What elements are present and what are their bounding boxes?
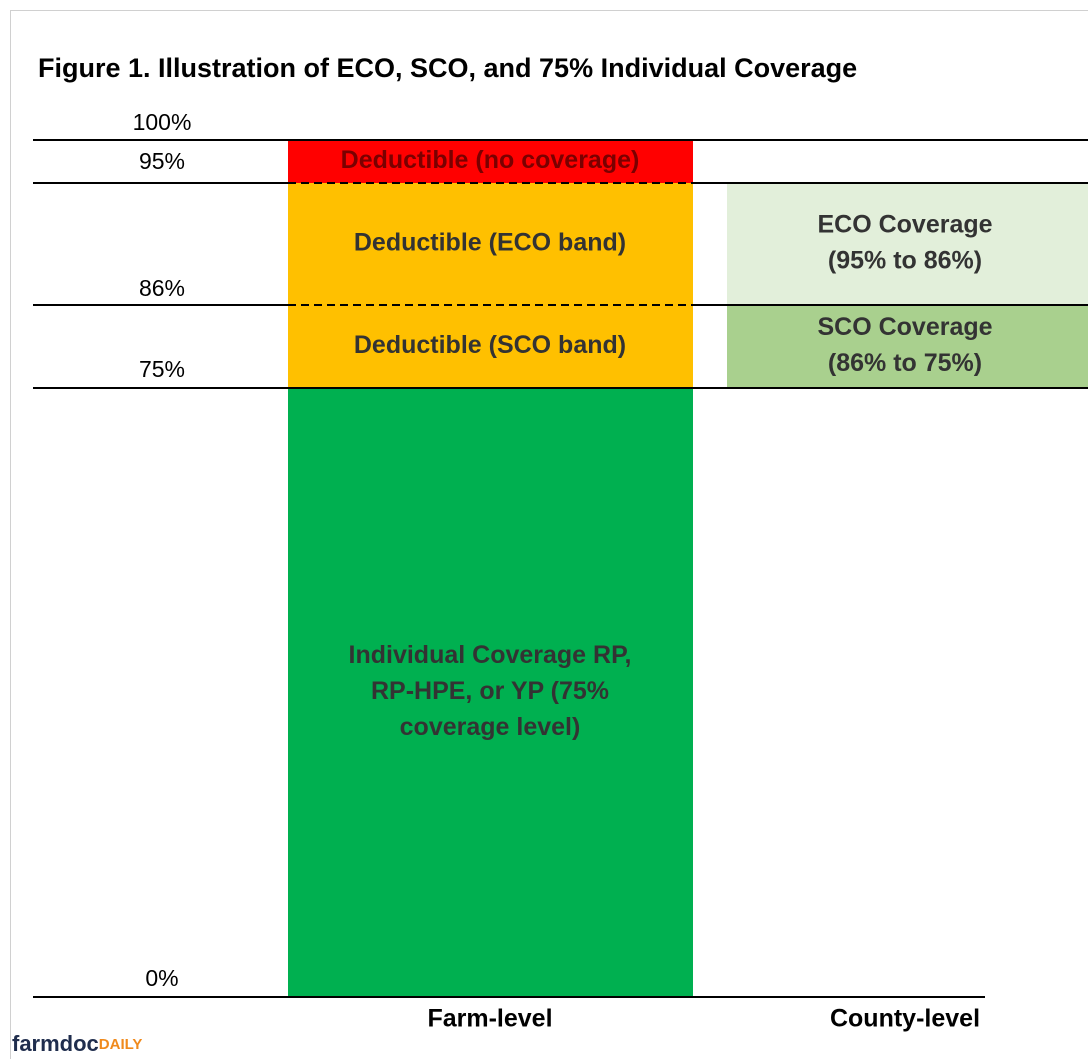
column-label: County-level: [830, 1005, 980, 1033]
level-label: 75%: [139, 356, 185, 382]
deductible-no-coverage: [288, 140, 693, 183]
logo: farmdocDAILY: [12, 1031, 142, 1056]
logo-main: farmdoc: [12, 1031, 99, 1056]
box-text: RP-HPE, or YP (75%: [371, 677, 609, 705]
deductible-bands: [288, 183, 693, 388]
title: Figure 1. Illustration of ECO, SCO, and …: [38, 53, 857, 83]
sco-coverage: [727, 305, 1088, 388]
level-label: 95%: [139, 148, 185, 174]
level-label: 0%: [145, 965, 178, 991]
box-text: coverage level): [400, 713, 581, 741]
logo-accent: DAILY: [99, 1036, 143, 1053]
box-text: Individual Coverage RP,: [349, 641, 632, 669]
level-label: 86%: [139, 275, 185, 301]
box-text: Deductible (ECO band): [354, 229, 626, 257]
eco-coverage: [727, 183, 1088, 305]
box-text: SCO Coverage: [817, 313, 992, 341]
column-label: Farm-level: [427, 1005, 552, 1033]
box-text: Deductible (no coverage): [341, 146, 640, 174]
box-text: (95% to 86%): [828, 247, 982, 275]
box-text: ECO Coverage: [817, 211, 992, 239]
individual-coverage: [288, 388, 693, 997]
box-text: Deductible (SCO band): [354, 331, 626, 359]
level-label: 100%: [133, 109, 192, 135]
box-text: (86% to 75%): [828, 349, 982, 377]
